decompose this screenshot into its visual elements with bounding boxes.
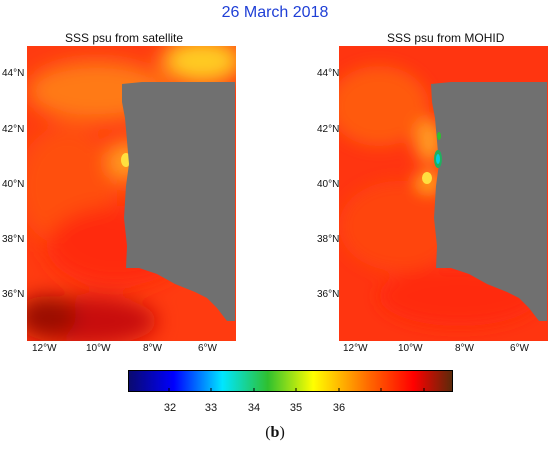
satellite-map	[27, 46, 236, 341]
colorbar-tick-36: 36	[332, 402, 346, 414]
lon-label-10: 10°W	[86, 343, 111, 354]
lon-label-6: 6°W	[510, 343, 529, 354]
lat-label-36: 36°N	[2, 289, 25, 300]
lon-label-12: 12°W	[32, 343, 57, 354]
mohid-panel-title: SSS psu from MOHID	[387, 31, 505, 45]
satellite-panel-title: SSS psu from satellite	[65, 31, 184, 45]
lat-label-44: 44°N	[317, 68, 340, 79]
lat-label-42: 42°N	[2, 124, 25, 135]
lat-label-40: 40°N	[317, 179, 340, 190]
lat-label-42: 42°N	[317, 124, 340, 135]
lon-label-12: 12°W	[343, 343, 368, 354]
lat-label-40: 40°N	[2, 179, 25, 190]
lat-label-38: 38°N	[317, 234, 340, 245]
lat-label-44: 44°N	[2, 68, 25, 79]
iberia-land	[122, 82, 235, 321]
lat-label-38: 38°N	[2, 234, 25, 245]
figure-title: 26 March 2018	[221, 4, 329, 21]
lon-label-8: 8°W	[455, 343, 474, 354]
colorbar-tick-33: 33	[204, 402, 218, 414]
lon-label-8: 8°W	[143, 343, 162, 354]
mohid-map	[339, 46, 548, 341]
lat-label-36: 36°N	[317, 289, 340, 300]
lon-label-6: 6°W	[198, 343, 217, 354]
iberia-land	[431, 82, 547, 321]
colorbar-tick-35: 35	[289, 402, 303, 414]
lon-label-10: 10°W	[398, 343, 423, 354]
colorbar-tick-32: 32	[163, 402, 177, 414]
figure-caption: (b)	[265, 424, 285, 441]
colorbar-tick-34: 34	[247, 402, 261, 414]
salinity-colorbar	[128, 370, 453, 392]
